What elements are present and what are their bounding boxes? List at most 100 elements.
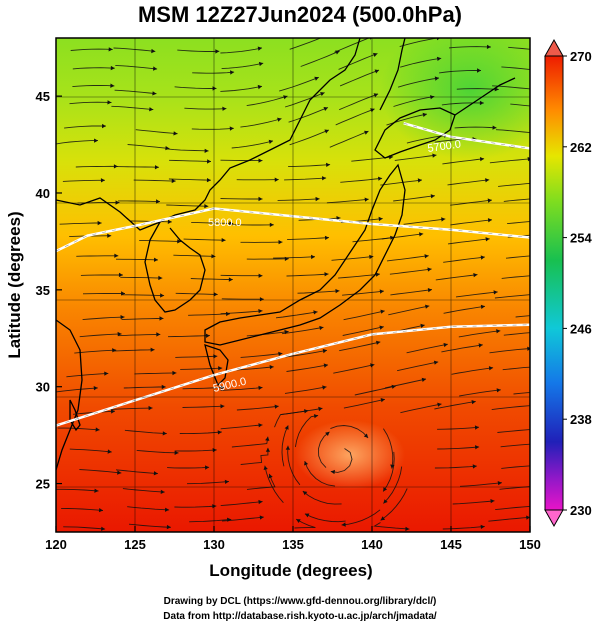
streamline bbox=[115, 64, 158, 70]
streamline bbox=[286, 273, 329, 277]
streamline bbox=[294, 518, 316, 529]
streamline-arrow bbox=[490, 499, 495, 504]
colorbar-scale bbox=[544, 55, 564, 511]
streamline bbox=[456, 88, 499, 90]
streamline-arrow bbox=[218, 366, 223, 371]
streamline bbox=[183, 238, 226, 241]
streamline bbox=[174, 449, 217, 452]
streamline-arrow bbox=[324, 235, 329, 240]
streamline-arrow bbox=[537, 484, 541, 488]
streamline bbox=[82, 316, 125, 321]
streamline-arrow bbox=[318, 406, 323, 412]
streamline-arrow bbox=[222, 106, 227, 111]
streamline-arrow bbox=[323, 363, 328, 368]
streamline-arrow bbox=[212, 448, 217, 453]
streamline-arrow bbox=[213, 292, 218, 297]
grid-lines bbox=[56, 38, 530, 532]
streamline bbox=[495, 129, 530, 134]
streamline-arrow bbox=[422, 112, 427, 117]
streamline-arrow bbox=[156, 332, 161, 337]
streamline-arrow bbox=[496, 388, 501, 393]
streamline bbox=[441, 102, 484, 106]
coast-china-east bbox=[56, 319, 83, 471]
streamline bbox=[191, 221, 234, 224]
streamline-arrow bbox=[421, 377, 426, 382]
streamline bbox=[497, 429, 530, 433]
streamline-arrow bbox=[534, 131, 538, 135]
streamline-arrow bbox=[380, 309, 385, 314]
streamline bbox=[501, 275, 530, 279]
streamline bbox=[384, 378, 427, 389]
contour-label-5700: 5700.0 bbox=[427, 138, 462, 155]
streamline bbox=[342, 290, 384, 296]
streamline-arrow bbox=[319, 325, 324, 331]
streamline-arrow bbox=[437, 402, 442, 407]
streamline-arrow bbox=[324, 272, 329, 277]
streamline bbox=[326, 198, 369, 204]
streamline bbox=[174, 86, 217, 89]
streamline-arrow bbox=[148, 405, 153, 411]
streamline-arrow bbox=[110, 83, 115, 88]
streamline-arrow bbox=[284, 425, 289, 430]
streamline bbox=[133, 179, 176, 182]
streamline bbox=[507, 221, 530, 225]
streamline-arrow bbox=[480, 524, 485, 529]
streamline bbox=[113, 47, 156, 52]
streamline-arrow bbox=[154, 257, 158, 262]
streamline bbox=[513, 392, 530, 395]
streamline bbox=[441, 344, 483, 353]
streamline bbox=[134, 372, 177, 375]
streamline bbox=[79, 469, 122, 474]
streamline bbox=[190, 278, 233, 281]
streamline-arrow bbox=[536, 181, 540, 185]
streamline bbox=[503, 332, 530, 336]
streamline bbox=[343, 310, 385, 321]
streamline bbox=[246, 473, 276, 490]
streamline-arrow bbox=[539, 273, 543, 277]
plot-area bbox=[56, 38, 543, 532]
streamline bbox=[182, 405, 225, 408]
streamline-arrow bbox=[94, 138, 98, 143]
streamline-arrow bbox=[376, 340, 381, 345]
streamline-arrow bbox=[539, 68, 543, 72]
streamline bbox=[380, 488, 408, 521]
streamline-arrow bbox=[172, 370, 177, 376]
streamline bbox=[264, 465, 284, 503]
streamline bbox=[188, 313, 231, 316]
streamline-arrow bbox=[326, 162, 331, 167]
streamline-arrow bbox=[277, 117, 282, 122]
streamline-arrow bbox=[269, 222, 274, 227]
streamline bbox=[488, 516, 530, 522]
streamline-arrow bbox=[265, 447, 271, 452]
streamline bbox=[220, 85, 263, 92]
streamline bbox=[136, 449, 179, 454]
streamline bbox=[443, 256, 485, 263]
streamline-arrow bbox=[474, 425, 479, 430]
warm-spot bbox=[295, 420, 405, 490]
streamline bbox=[437, 426, 480, 430]
streamline-arrow bbox=[424, 254, 429, 259]
y-axis-label: Latitude (degrees) bbox=[5, 211, 24, 358]
streamline bbox=[115, 469, 158, 475]
streamline bbox=[338, 273, 380, 279]
streamline bbox=[110, 407, 153, 410]
streamline-arrow bbox=[380, 516, 386, 521]
streamline bbox=[74, 349, 117, 354]
streamline bbox=[56, 140, 98, 145]
streamline bbox=[182, 386, 225, 390]
streamline bbox=[341, 509, 381, 526]
streamline-arrow bbox=[478, 343, 483, 348]
streamline-arrow bbox=[533, 292, 537, 296]
streamline-arrow bbox=[533, 504, 537, 508]
streamline bbox=[127, 144, 170, 149]
streamline bbox=[393, 195, 435, 202]
streamline bbox=[515, 315, 530, 318]
streamline-arrow bbox=[229, 126, 234, 131]
streamline bbox=[56, 387, 98, 393]
streamline bbox=[118, 200, 161, 203]
streamline-arrow bbox=[160, 489, 165, 494]
streamline-arrow bbox=[538, 442, 542, 446]
streamline bbox=[231, 140, 274, 149]
streamline-arrow bbox=[378, 216, 383, 222]
coast-kyushu bbox=[204, 344, 229, 387]
